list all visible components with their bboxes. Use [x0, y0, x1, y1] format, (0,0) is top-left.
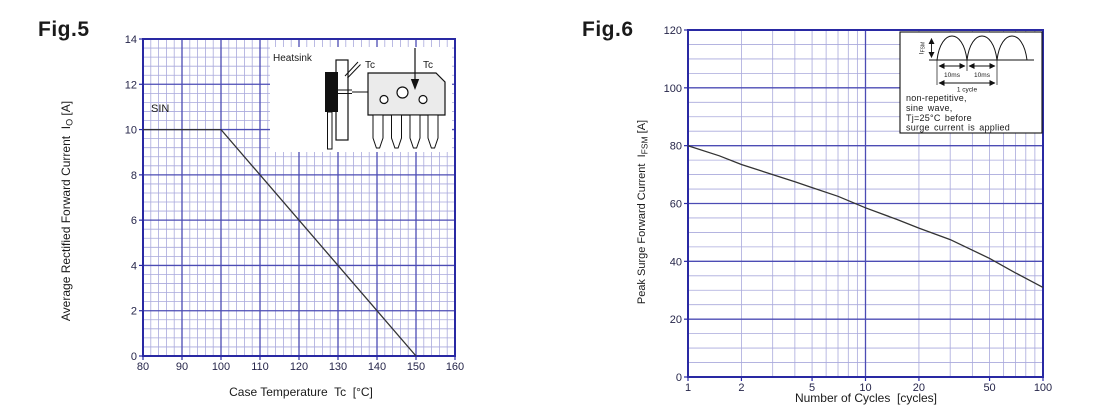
fig5-curve-label: SIN — [151, 103, 169, 115]
svg-text:0: 0 — [131, 351, 137, 363]
surge-waveform-drawing: IFSM 10ms 10ms 1 cycle — [919, 35, 1034, 94]
svg-text:2: 2 — [131, 306, 137, 318]
package-leg — [409, 114, 421, 149]
ifsm-label-main: I — [919, 52, 926, 54]
package-leg — [427, 114, 439, 149]
fig5-y-tick-labels: 0 2 4 6 8 10 12 14 — [125, 34, 137, 363]
sine-pulses — [936, 35, 1028, 61]
svg-text:130: 130 — [329, 361, 347, 373]
bridge-package-drawing — [367, 72, 446, 149]
fig6-y-axis-title-unit: [A] — [636, 120, 648, 137]
fig5-y-axis-title-sub: O — [65, 119, 75, 126]
svg-text:80: 80 — [670, 141, 682, 153]
svg-text:20: 20 — [670, 314, 682, 326]
fig5-y-axis-title-unit: [A] — [59, 101, 73, 119]
svg-text:4: 4 — [131, 260, 137, 272]
svg-text:8: 8 — [131, 170, 137, 182]
svg-text:60: 60 — [670, 199, 682, 211]
fig6-inset-cycle-label: 1 cycle — [957, 87, 978, 94]
svg-text:10: 10 — [125, 125, 137, 137]
fig6-title: Fig.6 — [582, 18, 634, 41]
svg-text:140: 140 — [368, 361, 386, 373]
svg-text:50: 50 — [983, 382, 995, 394]
svg-text:14: 14 — [125, 34, 137, 46]
fig6-inset: IFSM 10ms 10ms 1 cycle non-repetitive, s… — [899, 31, 1043, 134]
tc-arrow — [410, 48, 420, 90]
svg-text:120: 120 — [664, 25, 682, 37]
tc-arrowhead-icon — [410, 79, 420, 90]
lead-wire — [344, 61, 361, 79]
svg-text:1: 1 — [685, 382, 691, 394]
condition-line: non-repetitive, — [906, 93, 967, 103]
svg-text:5: 5 — [809, 382, 815, 394]
condition-line: surge current is applied — [906, 123, 1010, 133]
svg-text:90: 90 — [176, 361, 188, 373]
svg-text:120: 120 — [290, 361, 308, 373]
fig6-inset-ifsm-label: IFSM — [919, 42, 927, 54]
fig6-y-axis-title-sub: FSM — [640, 136, 650, 154]
package-leg — [391, 114, 402, 149]
fig5-inset-tc-label-1: Tc — [365, 60, 375, 71]
svg-text:100: 100 — [1034, 382, 1052, 394]
condition-line: Tj=25°C before — [906, 113, 972, 123]
fig5-x-axis-title: Case Temperature Tc [°C] — [229, 385, 373, 399]
condition-line: sine wave, — [906, 103, 953, 113]
fig6-chart: Fig.6 1 2 5 10 20 50 100 0 20 40 60 80 100 120 IFSM … — [582, 18, 1052, 405]
fig6-curve — [687, 145, 1044, 288]
fig6-y-tick-labels: 0 20 40 60 80 100 120 — [664, 25, 682, 384]
fig6-x-axis-title: Number of Cycles [cycles] — [795, 391, 937, 405]
svg-text:150: 150 — [407, 361, 425, 373]
fig5-chart: Fig.5 80 90 100 110 120 130 140 150 160 0 2 4 6 8 10 1… — [38, 18, 464, 399]
svg-text:80: 80 — [137, 361, 149, 373]
fig5-inset-heatsink-label: Heatsink — [273, 53, 313, 64]
svg-text:40: 40 — [670, 256, 682, 268]
fig5-curve — [143, 128, 417, 357]
svg-text:160: 160 — [446, 361, 464, 373]
svg-text:100: 100 — [212, 361, 230, 373]
fig5-y-axis-title: Average Rectified Forward Current IO [A] — [59, 101, 75, 321]
fig6-x-tick-labels: 1 2 5 10 20 50 100 — [685, 382, 1052, 394]
svg-text:0: 0 — [676, 372, 682, 384]
svg-text:110: 110 — [251, 361, 269, 373]
svg-text:100: 100 — [664, 83, 682, 95]
svg-text:2: 2 — [738, 382, 744, 394]
fig5-grid-minor — [143, 39, 455, 356]
heatsink-side-view-drawing — [325, 59, 361, 150]
fig5-y-axis-title-main: Average Rectified Forward Current I — [59, 126, 73, 321]
clip-lines — [326, 89, 352, 94]
svg-text:10: 10 — [859, 382, 871, 394]
svg-text:6: 6 — [131, 215, 137, 227]
fig6-inset-10ms-label-1: 10ms — [944, 72, 961, 79]
fig6-y-axis-title-main: Peak Surge Forward Current I — [636, 154, 648, 304]
svg-text:12: 12 — [125, 79, 137, 91]
fig5-inset-tc-label-2: Tc — [423, 60, 433, 71]
ifsm-label-sub: FSM — [921, 42, 927, 53]
fig6-inset-conditions-text: non-repetitive, sine wave, Tj=25°C befor… — [906, 93, 1010, 133]
fig6-axis-ticks — [684, 29, 1044, 381]
svg-text:20: 20 — [913, 382, 925, 394]
fig5-inset: Heatsink Tc — [270, 47, 452, 152]
fig5-axis-ticks — [139, 38, 456, 360]
fig5-x-tick-labels: 80 90 100 110 120 130 140 150 160 — [137, 361, 464, 373]
fig6-inset-10ms-label-2: 10ms — [974, 72, 991, 79]
package-leg — [372, 114, 384, 149]
fig5-title: Fig.5 — [38, 18, 90, 41]
fig6-y-axis-title: Peak Surge Forward Current IFSM [A] — [636, 120, 650, 304]
